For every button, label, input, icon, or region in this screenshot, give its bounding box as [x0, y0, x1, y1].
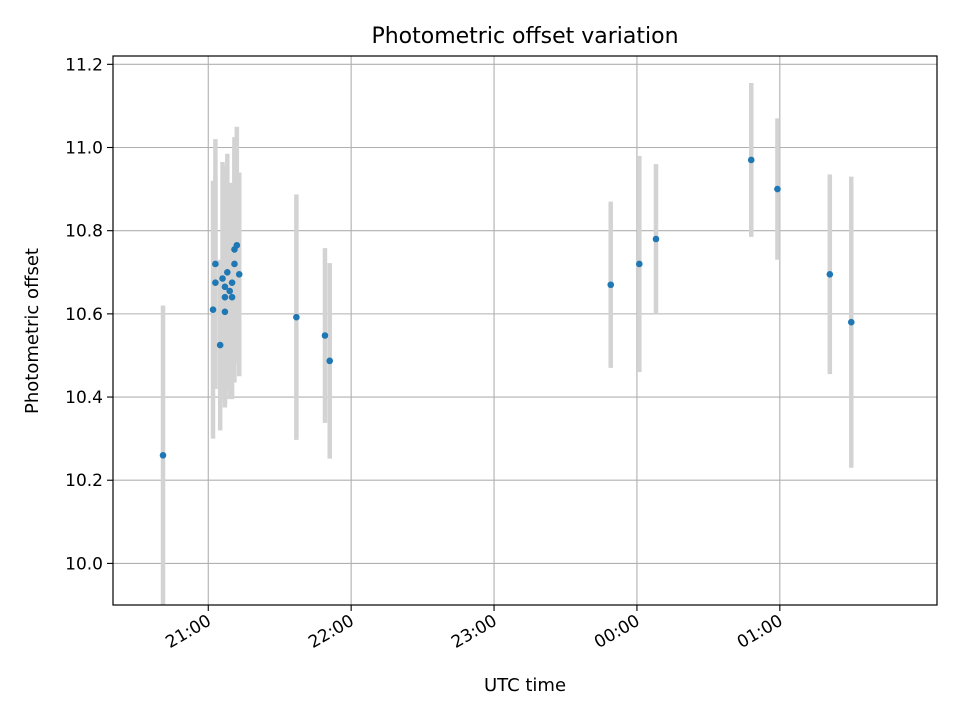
data-point — [212, 279, 219, 286]
data-point — [235, 271, 243, 278]
data-point — [231, 260, 238, 268]
y-tick-label: 11.2 — [65, 55, 103, 75]
y-axis-label: Photometric offset — [22, 248, 43, 414]
data-point — [212, 260, 219, 268]
data-point — [774, 185, 781, 193]
chart-title: Photometric offset variation — [371, 24, 678, 49]
data-point — [216, 341, 224, 349]
data-point — [747, 156, 755, 164]
data-points — [159, 156, 855, 459]
y-tick-label: 10.8 — [65, 222, 103, 242]
y-tick-label: 10.6 — [65, 305, 103, 325]
gridlines — [113, 56, 937, 605]
data-point — [159, 451, 167, 459]
y-tick-label: 11.0 — [65, 139, 103, 159]
data-point — [221, 283, 229, 291]
data-point — [209, 306, 217, 314]
x-axis-label: UTC time — [484, 675, 566, 696]
y-tick-label: 10.2 — [65, 471, 103, 491]
data-point — [226, 287, 233, 295]
data-point — [321, 332, 329, 339]
data-point — [221, 308, 229, 316]
data-point — [224, 268, 231, 276]
data-point — [826, 271, 834, 278]
data-point — [636, 260, 643, 268]
plot-frame — [112, 55, 938, 606]
data-point — [652, 235, 660, 243]
data-point — [293, 313, 300, 321]
data-point — [326, 357, 334, 365]
data-point — [219, 275, 226, 282]
data-point — [228, 293, 236, 301]
y-tick-label: 10.4 — [65, 388, 103, 408]
y-tick-label: 10.0 — [65, 554, 103, 574]
data-point — [607, 281, 615, 289]
data-point — [228, 279, 236, 286]
data-point — [847, 318, 855, 326]
data-point — [233, 241, 241, 249]
data-point — [221, 293, 229, 301]
